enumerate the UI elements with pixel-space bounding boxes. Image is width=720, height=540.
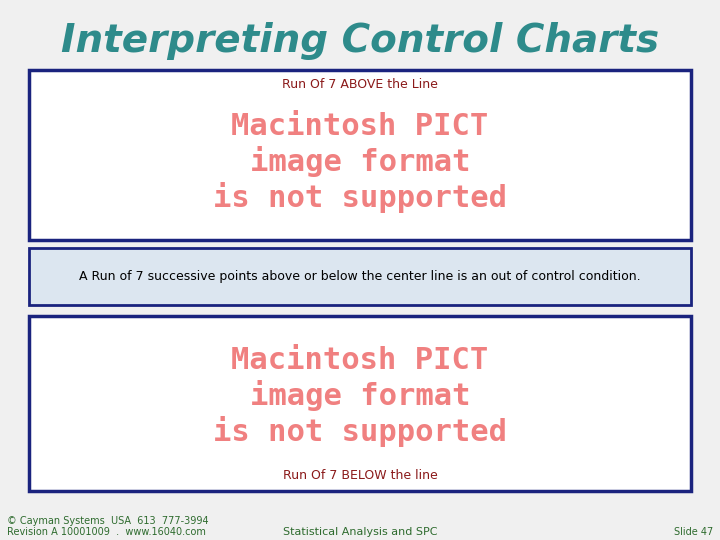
Text: Macintosh PICT
image format
is not supported: Macintosh PICT image format is not suppo… (213, 346, 507, 447)
Text: © Cayman Systems  USA  613  777-3994
Revision A 10001009  .  www.16040.com: © Cayman Systems USA 613 777-3994 Revisi… (7, 516, 209, 537)
Text: Macintosh PICT
image format
is not supported: Macintosh PICT image format is not suppo… (213, 112, 507, 213)
Text: Statistical Analysis and SPC: Statistical Analysis and SPC (283, 527, 437, 537)
Text: Interpreting Control Charts: Interpreting Control Charts (61, 22, 659, 59)
Text: Run Of 7 ABOVE the Line: Run Of 7 ABOVE the Line (282, 78, 438, 91)
Text: Slide 47: Slide 47 (673, 527, 713, 537)
Text: Run Of 7 BELOW the line: Run Of 7 BELOW the line (283, 469, 437, 482)
FancyBboxPatch shape (29, 248, 691, 305)
FancyBboxPatch shape (29, 70, 691, 240)
FancyBboxPatch shape (29, 316, 691, 491)
Text: A Run of 7 successive points above or below the center line is an out of control: A Run of 7 successive points above or be… (79, 270, 641, 284)
